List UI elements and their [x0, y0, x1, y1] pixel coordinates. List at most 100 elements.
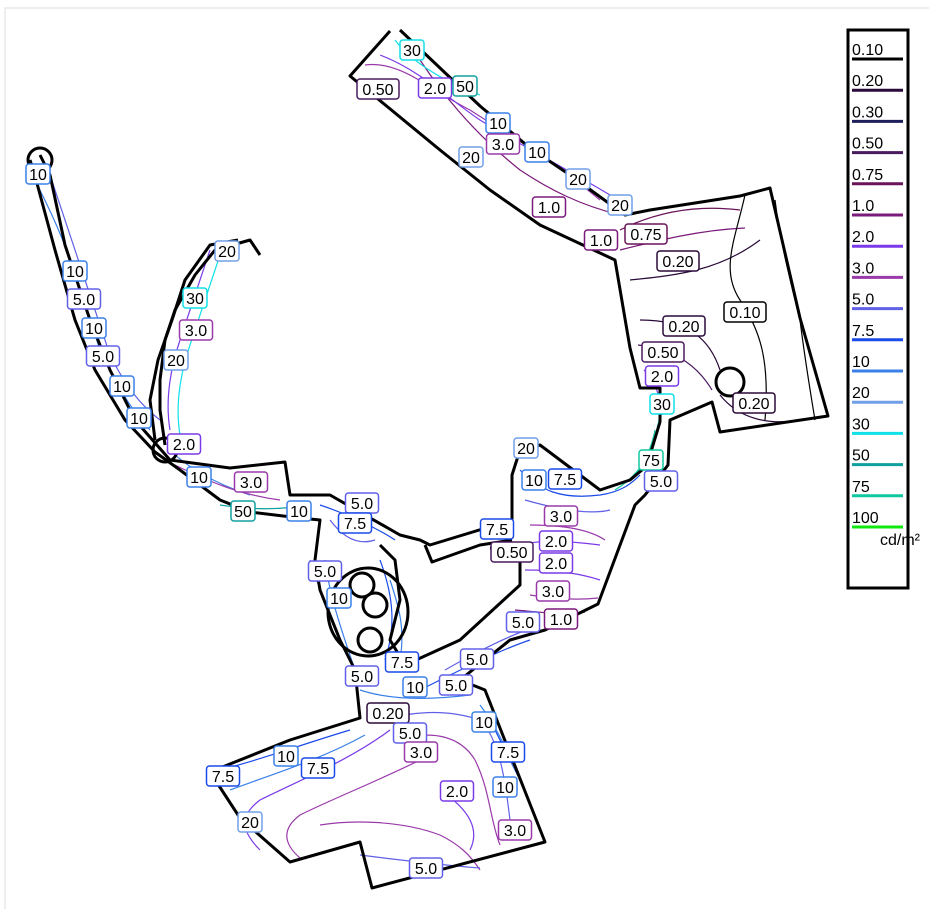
contour-label-box: [163, 349, 189, 371]
contour-label-box: [547, 468, 583, 490]
contour-label: 10: [81, 317, 107, 339]
contour-label-value: 3.0: [550, 509, 572, 526]
contour-label-box: [66, 288, 102, 310]
contour-label: 7.5: [205, 765, 241, 787]
contour-label-box: [178, 319, 214, 341]
contour-label-value: 1.0: [538, 200, 560, 217]
contour-label-box: [538, 530, 574, 552]
contour-label: 10: [62, 260, 88, 282]
contour-label: 10: [186, 466, 212, 488]
contour-label: 3.0: [178, 319, 214, 341]
contour-label-value: 5.0: [92, 349, 114, 366]
contour-label-value: 20: [462, 150, 480, 167]
contour-label-value: 3.0: [185, 323, 207, 340]
contour-label: 7.5: [384, 651, 420, 673]
contour-label-value: 10: [475, 715, 493, 732]
legend-item-value: 0.10: [852, 42, 883, 59]
contour-label-value: 3.0: [240, 475, 262, 492]
contour-labels: 30 0.50 2.0 50 10 3.0 10 20 20 20 1.0 0.75 1.0 0.20 0.…: [25, 39, 776, 879]
contour-label-box: [438, 674, 474, 696]
legend-item: 50: [852, 448, 903, 467]
legend-item: 10: [852, 354, 903, 373]
contour-label-value: 3.0: [542, 584, 564, 601]
contour-label: 2.0: [538, 530, 574, 552]
legend-item-value: 1.0: [852, 198, 874, 215]
contour-label: 50: [452, 75, 478, 97]
contour-label-value: 7.5: [307, 761, 329, 778]
contour-label-box: [479, 518, 515, 540]
legend-item-value: 10: [852, 354, 870, 371]
legend: 0.10 0.20 0.30 0.50 0.75 1.0 2.0 3.0 5.0 7.5 10 20 3…: [846, 28, 921, 590]
legend-item-value: 7.5: [852, 323, 874, 340]
contour-label-value: 10: [29, 167, 47, 184]
contour-label: 10: [326, 587, 352, 609]
contour-label: 2.0: [417, 77, 453, 99]
contour-label-value: 1.0: [550, 612, 572, 629]
contour-label-value: 10: [66, 264, 84, 281]
contour-label-value: 7.5: [344, 516, 366, 533]
contour-label: 20: [237, 811, 263, 833]
contour-label: 20: [565, 168, 591, 190]
contour-label-box: [233, 471, 269, 493]
contour-label-box: [307, 560, 343, 582]
contour-label-value: 0.75: [630, 227, 661, 244]
contour-label-value: 5.0: [314, 564, 336, 581]
contour-label: 10: [286, 500, 312, 522]
legend-item-value: 20: [852, 385, 870, 402]
contour-label-box: [214, 240, 240, 262]
contour-label: 30: [399, 39, 425, 61]
contour-label-box: [521, 469, 547, 491]
contour-label-value: 10: [528, 145, 546, 162]
contour-label: 10: [126, 407, 152, 429]
contour-label-value: 5.0: [351, 669, 373, 686]
contour-label-box: [662, 315, 706, 337]
contour-label: 0.20: [366, 702, 410, 724]
contour-label: 0.75: [624, 223, 668, 245]
contour-label-box: [344, 665, 380, 687]
legend-item: 100: [852, 510, 903, 529]
contour-label-value: 0.20: [372, 706, 403, 723]
legend-item-value: 5.0: [852, 292, 874, 309]
legend-item-value: 3.0: [852, 260, 874, 277]
legend-item: 5.0: [852, 292, 903, 311]
contour-label-box: [490, 741, 526, 763]
contour-label-box: [126, 407, 152, 429]
legend-item-value: 0.30: [852, 104, 883, 121]
contour-label-box: [356, 78, 400, 100]
contour-label-box: [471, 711, 497, 733]
contour-label-box: [273, 745, 299, 767]
contour-label-value: 2.0: [173, 437, 195, 454]
contour-label: 20: [214, 240, 240, 262]
contour-label-value: 10: [489, 116, 507, 133]
contour-label: 5.0: [643, 470, 679, 492]
legend-item: 7.5: [852, 323, 903, 342]
contour-label-value: 0.50: [362, 82, 393, 99]
contour-label: 10: [492, 776, 518, 798]
contour-label-box: [337, 512, 373, 534]
contour-label-value: 10: [290, 504, 308, 521]
contour-label-value: 1.0: [590, 233, 612, 250]
contour-label: 75: [638, 449, 664, 471]
contour-label: 5.0: [307, 560, 343, 582]
legend-item-value: 75: [852, 479, 870, 496]
contour-label-value: 3.0: [504, 823, 526, 840]
contour-label: 2.0: [166, 433, 202, 455]
contour-label-box: [366, 702, 410, 724]
contour-label-box: [230, 500, 256, 522]
legend-unit: cd/m²: [880, 532, 921, 549]
contour-label-box: [732, 392, 776, 414]
contour-label-box: [492, 776, 518, 798]
contour-label-value: 20: [517, 441, 535, 458]
contour-label-box: [459, 648, 495, 670]
contour-label-box: [644, 365, 680, 387]
legend-item-value: 0.50: [852, 136, 883, 153]
contour-label-value: 2.0: [424, 81, 446, 98]
contour-label-box: [656, 250, 700, 272]
contour-label-value: 30: [403, 43, 421, 60]
legend-item: 75: [852, 479, 903, 498]
legend-item: 0.20: [852, 73, 903, 92]
contour-label-box: [452, 75, 478, 97]
contour-label-box: [417, 77, 453, 99]
contour-label: 7.5: [300, 757, 336, 779]
contour-label: 5.0: [344, 665, 380, 687]
